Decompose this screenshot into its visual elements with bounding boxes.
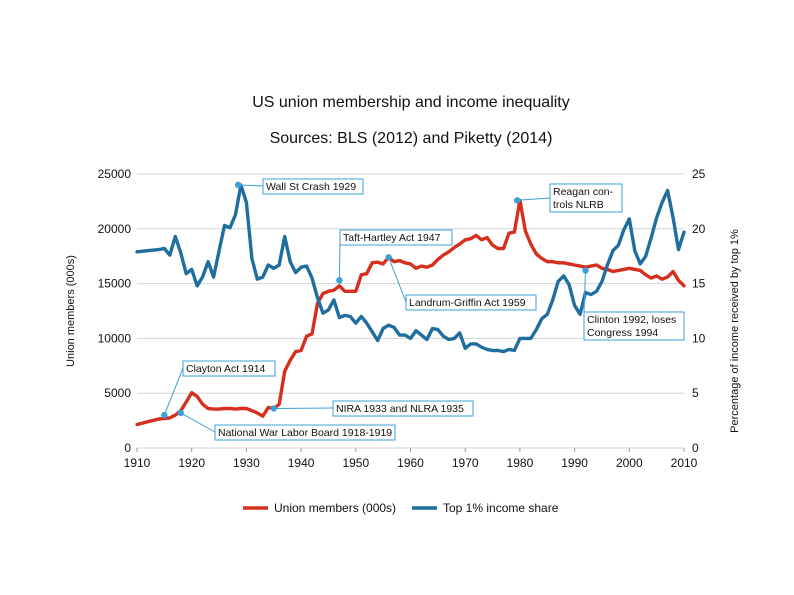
y-axis-label: Union members (000s)	[65, 255, 77, 367]
y-tick-label: 15000	[98, 277, 132, 291]
x-tick-label: 1910	[124, 456, 151, 470]
x-tick-label: 1930	[233, 456, 260, 470]
annotation-label: Taft-Hartley Act 1947	[343, 232, 441, 244]
annotation-box	[405, 294, 537, 311]
y-tick-label: 25000	[98, 167, 132, 181]
annotation-label: NIRA 1933 and NLRA 1935	[336, 403, 464, 415]
union-members-line	[135, 198, 686, 427]
annotation-leader	[388, 257, 407, 303]
legend-label-union: Union members (000s)	[274, 501, 396, 515]
y2-tick-label: 5	[692, 386, 699, 400]
y2-tick-label: 0	[692, 441, 699, 455]
annotation-box	[214, 424, 396, 441]
annotation-leader	[273, 407, 334, 410]
chart-title: US union membership and income inequalit…	[252, 94, 570, 111]
annotation-marker	[513, 197, 521, 204]
y-tick-label: 5000	[104, 386, 131, 400]
x-tick-label: 2010	[671, 456, 698, 470]
annotation-marker	[385, 254, 392, 261]
y2-tick-label: 25	[692, 167, 706, 181]
y2-tick-label: 10	[692, 331, 706, 345]
x-tick-label: 1970	[452, 456, 479, 470]
y-tick-label: 10000	[98, 331, 132, 345]
x-tick-label: 1940	[288, 456, 315, 470]
annotation-box	[262, 178, 364, 195]
annotation-label: Wall St Crash 1929	[266, 181, 356, 193]
annotation-marker	[177, 409, 184, 417]
y2-tick-label: 15	[692, 277, 706, 291]
x-tick-label: 2000	[616, 456, 643, 470]
x-tick-label: 1920	[178, 456, 205, 470]
y-tick-label: 0	[124, 441, 131, 455]
x-tick-label: 1950	[342, 456, 369, 470]
chart-subtitle: Sources: BLS (2012) and Piketty (2014)	[270, 130, 553, 147]
annotation-box	[332, 400, 474, 417]
annotation-leader	[163, 367, 184, 416]
annotation-box	[339, 229, 453, 246]
annotation-leader	[583, 270, 587, 313]
annotation-label: Clinton 1992, loses	[587, 314, 676, 326]
annotation-marker	[582, 267, 589, 274]
y2-axis-label: Percentage of income received by top 1%	[729, 229, 741, 433]
annotation-box	[583, 311, 685, 341]
y-tick-label: 20000	[98, 222, 132, 236]
annotation-label: Landrum-Griffin Act 1959	[409, 297, 526, 309]
annotation-marker	[270, 405, 277, 412]
legend-label-top1: Top 1% income share	[443, 501, 559, 515]
annotation-leader	[180, 412, 216, 433]
x-tick-label: 1960	[397, 456, 424, 470]
annotation-label: trols NLRB	[553, 199, 604, 211]
annotation-leader	[238, 184, 264, 187]
annotation-label: Reagan con-	[553, 186, 614, 198]
annotation-marker	[234, 181, 242, 189]
annotation-label: Congress 1994	[587, 327, 658, 339]
annotation-label: National War Labor Board 1918-1919	[218, 427, 392, 439]
x-tick-label: 1990	[561, 456, 588, 470]
annotation-box	[549, 183, 623, 213]
top1-income-share-line	[135, 183, 686, 354]
annotation-leader	[517, 197, 551, 201]
y2-tick-label: 20	[692, 222, 706, 236]
annotation-label: Clayton Act 1914	[186, 363, 266, 375]
annotation-marker	[336, 277, 343, 284]
annotation-box	[182, 360, 276, 377]
x-tick-label: 1980	[507, 456, 534, 470]
annotation-marker	[161, 411, 168, 419]
